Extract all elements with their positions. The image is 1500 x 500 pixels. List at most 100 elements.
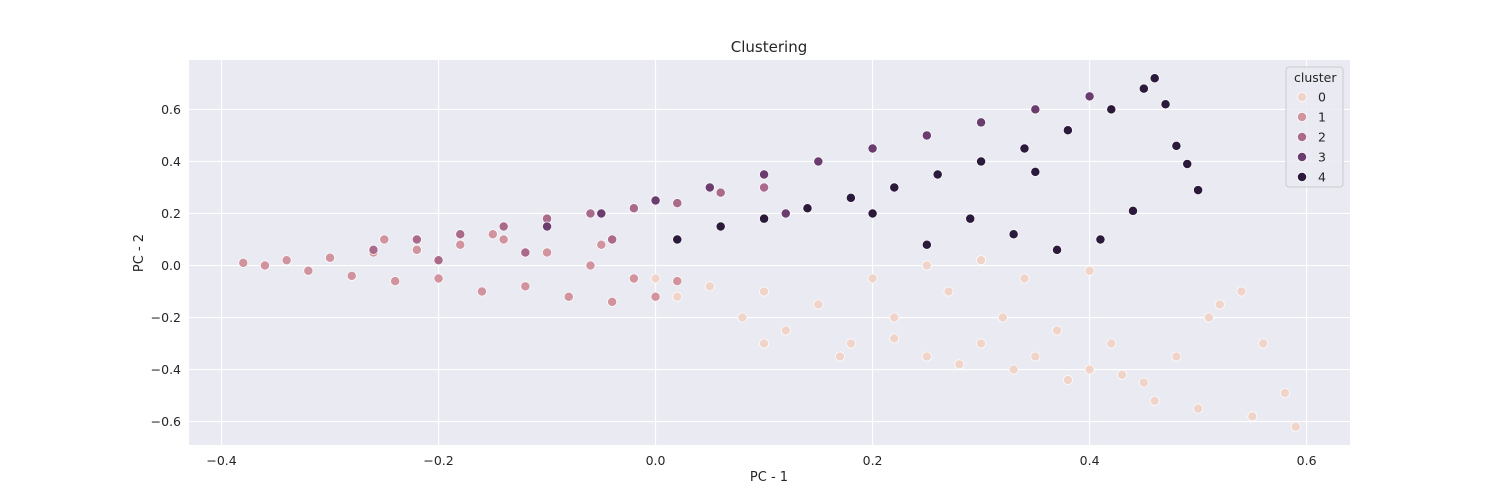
y-tick-label: −0.4 (151, 362, 181, 377)
point-cluster-4 (672, 234, 683, 245)
point-cluster-2 (585, 208, 596, 219)
y-axis-ticks: −0.6 −0.4 −0.2 0.0 0.2 0.4 0.6 (151, 102, 181, 429)
point-cluster-0 (1279, 388, 1290, 398)
point-cluster-0 (1138, 377, 1149, 388)
point-cluster-0 (1203, 312, 1214, 323)
point-cluster-4 (1171, 140, 1182, 151)
point-cluster-4 (976, 156, 987, 167)
point-cluster-0 (976, 255, 987, 266)
legend: cluster 0 1 2 3 4 (1285, 66, 1344, 188)
point-cluster-0 (737, 312, 748, 323)
point-cluster-2 (759, 182, 770, 193)
point-cluster-0 (921, 351, 932, 362)
y-tick-label: −0.6 (151, 414, 181, 429)
point-cluster-1 (585, 260, 596, 271)
point-cluster-0 (889, 312, 900, 323)
x-tick-label: 0.6 (1297, 453, 1317, 468)
point-cluster-0 (759, 286, 770, 297)
point-cluster-1 (281, 255, 292, 266)
legend-marker (1297, 92, 1307, 102)
y-tick-label: 0.6 (161, 102, 181, 117)
point-cluster-3 (780, 208, 791, 219)
x-tick-label: 0.4 (1080, 453, 1100, 468)
point-cluster-4 (1052, 244, 1062, 255)
y-tick-label: 0.0 (161, 258, 181, 273)
point-cluster-1 (238, 257, 249, 268)
legend-label: 1 (1318, 110, 1326, 125)
y-tick-label: 0.4 (161, 154, 181, 169)
point-cluster-4 (1193, 185, 1204, 196)
legend-label: 4 (1318, 170, 1326, 185)
point-cluster-0 (704, 281, 715, 292)
point-cluster-0 (1236, 286, 1247, 297)
point-cluster-2 (715, 187, 726, 198)
point-cluster-4 (1106, 104, 1117, 115)
point-cluster-1 (650, 291, 661, 302)
point-cluster-4 (1182, 159, 1193, 170)
point-cluster-2 (455, 229, 466, 240)
point-cluster-1 (303, 265, 314, 276)
point-cluster-1 (487, 229, 498, 240)
point-cluster-0 (835, 351, 845, 362)
point-cluster-4 (1160, 99, 1171, 110)
point-cluster-4 (889, 182, 900, 193)
point-cluster-2 (607, 234, 618, 245)
legend-marker (1297, 172, 1307, 182)
x-tick-label: −0.4 (206, 453, 236, 468)
point-cluster-4 (1128, 205, 1138, 216)
point-cluster-0 (1062, 375, 1073, 385)
y-tick-label: 0.2 (161, 206, 181, 221)
point-cluster-2 (368, 244, 379, 255)
point-cluster-0 (889, 333, 900, 344)
plot-area (189, 60, 1350, 445)
point-cluster-0 (813, 299, 824, 310)
point-cluster-1 (433, 273, 444, 284)
point-cluster-1 (455, 239, 466, 250)
point-cluster-1 (379, 234, 390, 245)
point-cluster-1 (411, 244, 422, 255)
point-cluster-0 (1008, 364, 1019, 375)
point-cluster-4 (715, 221, 726, 232)
point-cluster-3 (759, 169, 770, 180)
data-points (238, 73, 1301, 432)
point-cluster-1 (325, 252, 336, 263)
point-cluster-4 (1019, 143, 1030, 154)
point-cluster-1 (390, 276, 401, 287)
point-cluster-4 (965, 213, 976, 224)
point-cluster-1 (596, 239, 607, 250)
point-cluster-0 (943, 286, 954, 297)
point-cluster-4 (1030, 166, 1041, 177)
point-cluster-1 (542, 247, 553, 258)
point-cluster-0 (1052, 325, 1062, 336)
point-cluster-0 (1084, 364, 1095, 375)
point-cluster-1 (477, 286, 487, 297)
point-cluster-1 (607, 296, 618, 307)
point-cluster-0 (1193, 403, 1204, 414)
point-cluster-3 (813, 156, 824, 167)
point-cluster-4 (759, 213, 770, 224)
point-cluster-1 (260, 260, 270, 271)
point-cluster-0 (1019, 273, 1030, 284)
point-cluster-0 (1247, 411, 1258, 422)
point-cluster-4 (1095, 234, 1106, 245)
point-cluster-2 (520, 247, 531, 258)
point-cluster-3 (542, 221, 553, 232)
legend-label: 2 (1318, 130, 1326, 145)
point-cluster-0 (1030, 351, 1041, 362)
point-cluster-4 (932, 169, 943, 180)
point-cluster-0 (672, 291, 683, 302)
point-cluster-2 (672, 198, 683, 209)
legend-label: 3 (1318, 150, 1326, 165)
point-cluster-0 (845, 338, 856, 349)
point-cluster-3 (704, 182, 715, 193)
legend-marker (1297, 152, 1307, 162)
point-cluster-0 (997, 312, 1008, 323)
point-cluster-0 (1290, 421, 1301, 432)
point-cluster-0 (650, 273, 661, 284)
point-cluster-3 (1084, 91, 1095, 102)
point-cluster-1 (628, 273, 639, 284)
point-cluster-4 (1138, 83, 1149, 94)
point-cluster-0 (976, 338, 987, 349)
point-cluster-0 (1258, 338, 1269, 349)
y-axis-label: PC - 2 (132, 234, 147, 272)
